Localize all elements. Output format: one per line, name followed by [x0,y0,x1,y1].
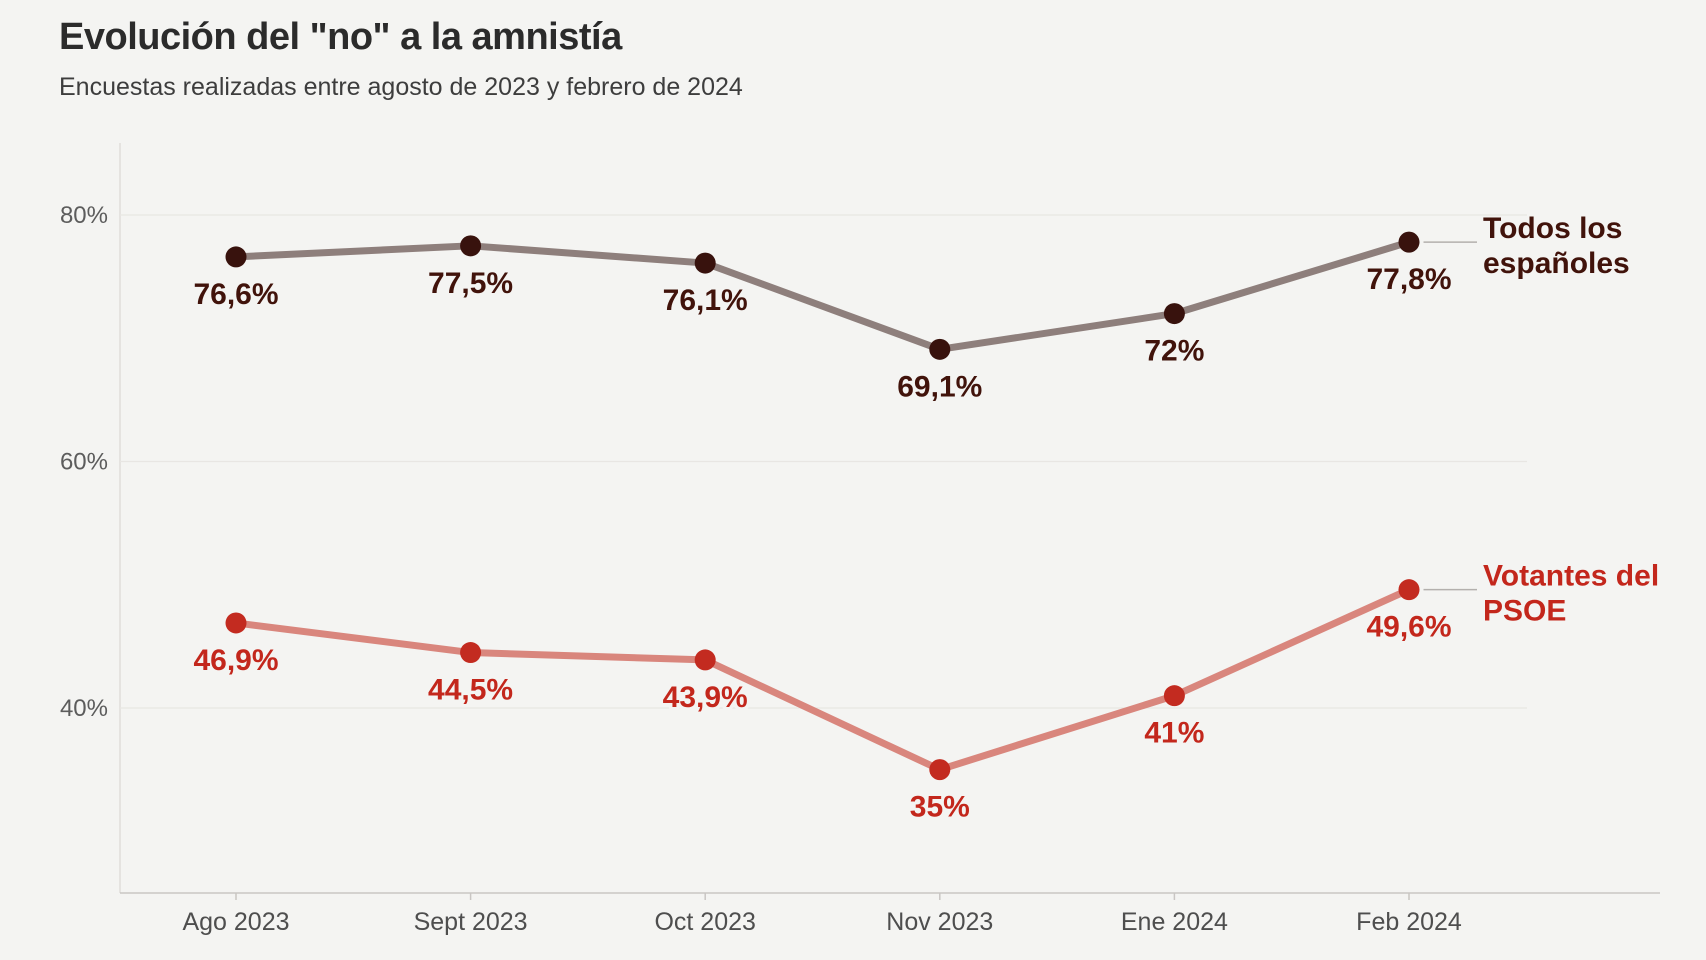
series-line [232,238,1413,353]
data-point-label: 72% [1144,335,1204,368]
x-tick-label: Ago 2023 [182,908,289,936]
series-line [232,586,1413,774]
data-point [1163,685,1185,707]
data-point [694,252,716,274]
data-point [225,246,247,268]
data-point-label: 49,6% [1366,611,1451,644]
data-point-label: 76,6% [193,278,278,311]
data-point [225,612,247,634]
chart-header: Evolución del "no" a la amnistía Encuest… [59,14,743,102]
data-point-label: 69,1% [897,370,982,403]
data-point-label: 43,9% [663,681,748,714]
data-point-label: 76,1% [663,284,748,317]
data-point [460,235,482,257]
x-tick-label: Ene 2024 [1121,908,1228,936]
x-tick-label: Feb 2024 [1356,908,1462,936]
data-point-label: 77,5% [428,267,513,300]
data-point-label: 44,5% [428,674,513,707]
data-point [460,642,482,664]
x-tick-label: Nov 2023 [886,908,993,936]
x-tick-label: Sept 2023 [414,908,528,936]
series-label: españoles [1483,247,1630,280]
x-tick-label: Oct 2023 [654,908,755,936]
data-point [929,759,951,781]
data-point [694,649,716,671]
data-point-label: 46,9% [193,644,278,677]
data-point [1398,579,1420,601]
y-tick-label: 40% [60,695,108,722]
data-point-label: 35% [910,791,970,824]
y-tick-label: 80% [60,202,108,229]
data-point-label: 41% [1144,717,1204,750]
series-label: Todos los [1483,212,1622,245]
series-label: PSOE [1483,595,1566,628]
data-point-label: 77,8% [1366,263,1451,296]
y-tick-label: 60% [60,449,108,476]
series-label: Votantes del [1483,560,1659,593]
data-point [1398,231,1420,253]
chart-subtitle: Encuestas realizadas entre agosto de 202… [59,73,743,101]
data-point [929,338,951,360]
chart-title: Evolución del "no" a la amnistía [59,16,622,58]
data-point [1163,303,1185,325]
